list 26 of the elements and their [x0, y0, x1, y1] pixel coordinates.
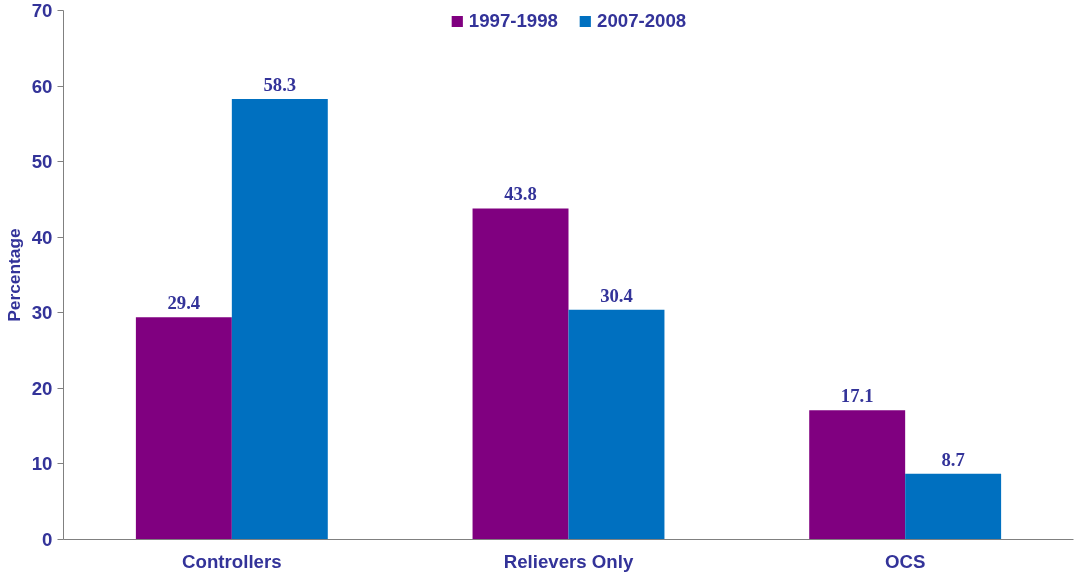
bar [135, 317, 232, 540]
legend-label: 2007-2008 [597, 10, 687, 32]
y-tick-label: 40 [31, 226, 53, 248]
data-label: 8.7 [941, 448, 965, 470]
legend-label: 1997-1998 [468, 10, 558, 32]
x-tick-label: OCS [884, 550, 926, 572]
y-tick-label: 70 [31, 0, 53, 21]
x-tick-label: Relievers Only [503, 550, 634, 572]
bar [472, 208, 569, 540]
bar [568, 309, 665, 540]
y-tick-label: 20 [31, 377, 53, 399]
x-tick-label: Controllers [182, 550, 282, 572]
y-tick-label: 10 [31, 453, 53, 475]
data-label: 30.4 [600, 284, 633, 306]
data-label: 43.8 [504, 183, 537, 205]
y-tick-label: 60 [31, 75, 53, 97]
y-axis-title: Percentage [3, 227, 24, 322]
bar [905, 473, 1002, 540]
bar [231, 98, 328, 540]
y-tick-label: 30 [31, 302, 53, 324]
data-label: 29.4 [167, 292, 201, 314]
data-label: 17.1 [840, 385, 874, 407]
data-label: 58.3 [263, 73, 297, 95]
y-tick-label: 0 [42, 529, 53, 550]
y-tick-label: 50 [31, 151, 53, 173]
bar [809, 410, 906, 540]
